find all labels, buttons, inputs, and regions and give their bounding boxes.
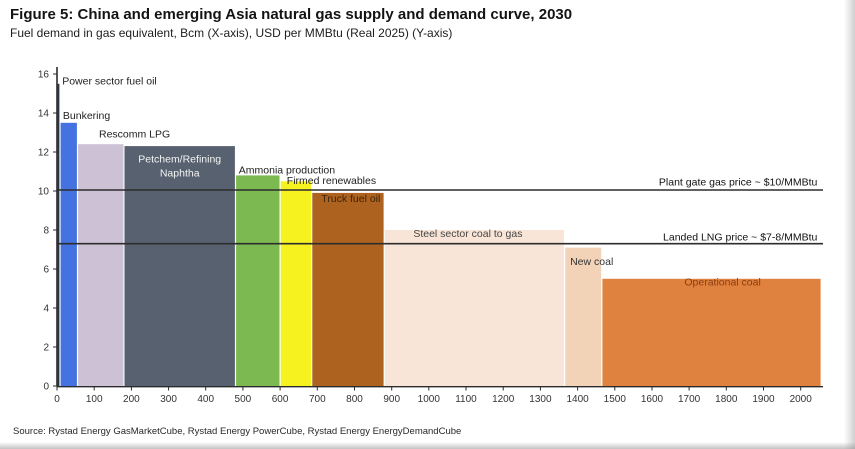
y-tick-label: 0: [43, 382, 49, 393]
bar-label-petchem-refining-naphtha: Petchem/Refining: [138, 154, 221, 166]
screenshot-edge-shadow-bottom: [0, 442, 855, 449]
x-tick-label: 1200: [492, 394, 515, 405]
x-tick-label: 1000: [418, 394, 441, 405]
bar-label-truck-fuel-oil: Truck fuel oil: [321, 193, 380, 205]
bar-label-ammonia-production: Ammonia production: [239, 164, 335, 176]
bar-label-operational-coal: Operational coal: [684, 277, 760, 289]
x-tick-label: 2000: [790, 394, 813, 405]
bar-petchem-refining-naphtha: [124, 146, 235, 386]
x-tick-label: 1900: [752, 394, 775, 405]
x-tick-label: 1500: [604, 394, 627, 405]
bar-label-steel-sector-coal-to-gas: Steel sector coal to gas: [413, 228, 522, 240]
bar-label-power-sector-fuel-oil: Power sector fuel oil: [62, 76, 157, 88]
bar-label-rescomm-lpg: Rescomm LPG: [99, 128, 170, 140]
screenshot-edge-shadow-right: [844, 0, 855, 449]
y-tick-label: 6: [43, 265, 49, 276]
source-note: Source: Rystad Energy GasMarketCube, Rys…: [13, 426, 462, 437]
bar-operational-coal: [602, 278, 821, 387]
y-tick-label: 16: [38, 70, 50, 81]
bar-label-firmed-renewables: Firmed renewables: [287, 175, 376, 187]
x-tick-label: 300: [160, 394, 177, 405]
x-tick-label: 200: [123, 394, 140, 405]
y-tick-label: 8: [43, 226, 49, 237]
x-tick-label: 400: [197, 394, 214, 405]
bar-label-petchem-refining-naphtha: Naphtha: [160, 167, 200, 179]
price-line-label: Landed LNG price ~ $7-8/MMBtu: [663, 232, 818, 244]
y-tick-label: 12: [38, 148, 50, 159]
bar-ammonia-production: [236, 175, 280, 386]
x-tick-label: 700: [309, 394, 326, 405]
x-tick-label: 1300: [529, 394, 552, 405]
bar-label-new-coal: New coal: [570, 256, 613, 268]
bar-truck-fuel-oil: [312, 192, 384, 386]
y-tick-label: 10: [38, 187, 50, 198]
x-tick-label: 100: [86, 394, 103, 405]
bar-new-coal: [565, 247, 602, 386]
x-tick-label: 800: [346, 394, 363, 405]
x-tick-label: 0: [54, 394, 60, 405]
bar-label-bunkering: Bunkering: [63, 110, 110, 122]
x-tick-label: 1400: [566, 394, 589, 405]
bar-firmed-renewables: [280, 181, 312, 387]
x-tick-label: 600: [272, 394, 289, 405]
y-tick-label: 2: [43, 343, 49, 354]
price-line-label: Plant gate gas price ~ $10/MMBtu: [659, 177, 818, 189]
bar-steel-sector-coal-to-gas: [384, 230, 564, 386]
y-tick-label: 4: [43, 304, 49, 315]
x-tick-label: 500: [235, 394, 252, 405]
x-tick-label: 1600: [641, 394, 664, 405]
x-tick-label: 1800: [715, 394, 738, 405]
figure-title: Figure 5: China and emerging Asia natura…: [10, 6, 573, 23]
figure-subtitle: Fuel demand in gas equivalent, Bcm (X-ax…: [10, 26, 453, 40]
x-tick-label: 1700: [678, 394, 701, 405]
bar-bunkering: [60, 122, 77, 387]
bar-power-sector-fuel-oil: [57, 83, 60, 387]
y-tick-label: 14: [38, 109, 50, 120]
bar-rescomm-lpg: [78, 144, 124, 386]
x-tick-label: 1100: [455, 394, 477, 405]
x-tick-label: 900: [383, 394, 400, 405]
